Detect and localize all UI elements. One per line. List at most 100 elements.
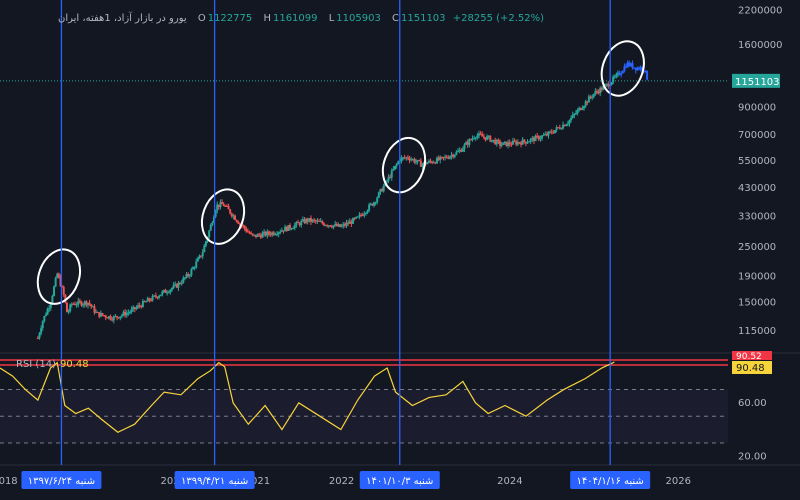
candle-body — [149, 300, 152, 302]
candle-body — [515, 141, 518, 145]
candle-body — [395, 164, 398, 166]
rsi-current-tag-label: 90.48 — [736, 363, 765, 374]
candle-body — [584, 101, 587, 107]
candle-body — [555, 127, 558, 131]
candle-body — [175, 283, 178, 288]
last-price-tag — [732, 73, 780, 88]
candle-body — [282, 230, 285, 232]
candle-body — [520, 142, 523, 145]
candle-body — [86, 302, 89, 306]
time-tick-label: 2021 — [245, 476, 270, 487]
candle-body — [40, 328, 43, 334]
candle-body — [389, 176, 392, 178]
candle-body — [400, 157, 403, 162]
candle-body — [237, 221, 240, 224]
candle-body — [623, 66, 626, 72]
candle-body — [154, 295, 157, 297]
candle-body — [128, 312, 131, 314]
candle-body — [67, 311, 70, 313]
candle-body — [547, 131, 550, 136]
candle-body — [628, 62, 631, 66]
candle-body — [511, 140, 514, 145]
candle-body — [345, 222, 348, 226]
candle-body — [440, 156, 443, 158]
candle-body — [573, 113, 576, 115]
price-tick-label: 330000 — [738, 212, 776, 223]
candle-body — [46, 308, 49, 315]
candle-body — [101, 313, 104, 316]
candle-body — [534, 135, 537, 142]
candle-body — [245, 228, 248, 232]
candle-body — [377, 192, 380, 198]
candle-body — [318, 220, 321, 222]
candle-body — [503, 141, 506, 143]
candle-body — [183, 277, 186, 279]
candle-body — [410, 159, 413, 161]
candle-body — [510, 144, 513, 146]
candle-body — [53, 286, 56, 296]
candle-body — [447, 157, 450, 159]
candle-body — [41, 321, 44, 329]
candle-body — [219, 202, 222, 207]
candle-body — [499, 141, 502, 146]
candle-body — [369, 203, 372, 205]
candle-body — [276, 234, 279, 236]
candle-body — [227, 206, 230, 210]
price-tick-label: 2200000 — [738, 5, 783, 16]
candle-body — [405, 157, 408, 159]
price-legend: یورو در بازار آزاد، 1هفته، ایران O 112277… — [58, 13, 544, 24]
candle-body — [494, 139, 497, 145]
candle-body — [225, 206, 228, 208]
candle-body — [314, 220, 317, 222]
candle-body — [321, 221, 324, 224]
candle-body — [429, 160, 432, 162]
candle-body — [242, 225, 245, 227]
candle-body — [170, 288, 173, 290]
candle-body — [339, 224, 342, 227]
candle-body — [397, 161, 400, 165]
candle-body — [264, 231, 267, 236]
candle-body — [408, 158, 411, 161]
candle-body — [442, 156, 445, 158]
candle-body — [641, 67, 644, 71]
candle-body — [594, 91, 597, 94]
candle-body — [169, 289, 172, 293]
candle-body — [523, 139, 526, 142]
candle-body — [507, 142, 510, 147]
candle-body — [229, 209, 232, 214]
candle-body — [159, 294, 162, 297]
candle-body — [164, 289, 167, 293]
candle-body — [308, 218, 311, 222]
candle-body — [474, 137, 477, 139]
candle-body — [553, 130, 556, 133]
candle-body — [130, 309, 133, 313]
candle-body — [592, 93, 595, 97]
candle-body — [565, 124, 568, 127]
time-tick-label: 2026 — [666, 476, 691, 487]
date-marker-tag — [174, 471, 255, 489]
candle-body — [406, 157, 409, 159]
candle-body — [402, 157, 405, 159]
candle-body — [290, 228, 293, 230]
rsi-current-tag — [732, 360, 772, 374]
candle-body — [361, 215, 364, 217]
candle-body — [342, 224, 345, 226]
candle-body — [330, 226, 333, 228]
rsi-title: RSI (14) — [16, 359, 56, 370]
rsi-tick-label: 20.00 — [738, 451, 767, 462]
candle-body — [185, 273, 188, 278]
candle-body — [85, 301, 88, 306]
candle-body — [481, 134, 484, 137]
candle-body — [259, 235, 262, 238]
candle-body — [550, 131, 553, 133]
candle-body — [500, 144, 503, 146]
candle-body — [578, 107, 581, 111]
candle-body — [363, 213, 366, 216]
candle-body — [230, 213, 233, 217]
candle-body — [532, 137, 535, 142]
candle-body — [235, 219, 238, 222]
candle-body — [558, 127, 561, 129]
candle-body — [61, 286, 64, 288]
candle-body — [267, 231, 270, 234]
